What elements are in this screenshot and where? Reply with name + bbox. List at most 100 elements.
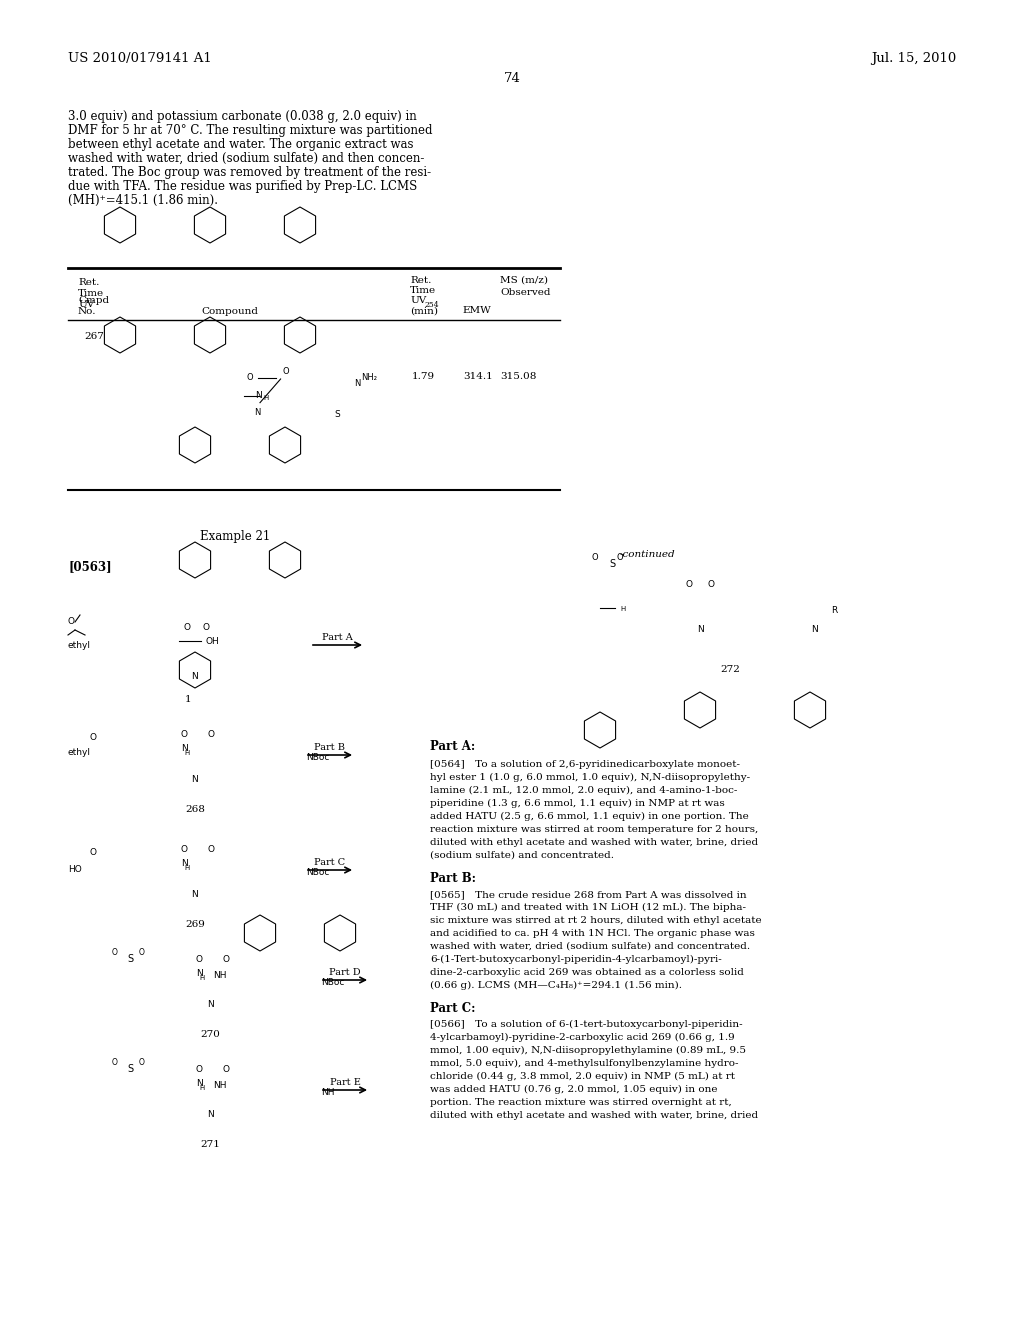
Text: washed with water, dried (sodium sulfate) and concentrated.: washed with water, dried (sodium sulfate… <box>430 942 751 950</box>
Text: O: O <box>222 954 229 964</box>
Text: H: H <box>184 750 189 756</box>
Text: 254: 254 <box>424 301 438 309</box>
Text: N: N <box>207 1110 213 1119</box>
Text: [0566] To a solution of 6-(1-tert-butoxycarbonyl-piperidin-: [0566] To a solution of 6-(1-tert-butoxy… <box>430 1020 742 1030</box>
Text: UV: UV <box>78 300 94 309</box>
Text: OH: OH <box>206 636 219 645</box>
Text: NH₂: NH₂ <box>361 374 378 383</box>
Text: N: N <box>181 859 188 869</box>
Text: O: O <box>184 623 190 631</box>
Text: Part D: Part D <box>329 968 360 977</box>
Text: O: O <box>181 730 188 739</box>
Text: [0565] The crude residue 268 from Part A was dissolved in: [0565] The crude residue 268 from Part A… <box>430 890 746 899</box>
Text: N: N <box>207 1001 213 1008</box>
Text: [0564] To a solution of 2,6-pyridinedicarboxylate monoet-: [0564] To a solution of 2,6-pyridinedica… <box>430 760 740 770</box>
Text: MS (m/z): MS (m/z) <box>500 276 548 285</box>
Text: Ret.: Ret. <box>410 276 431 285</box>
Text: between ethyl acetate and water. The organic extract was: between ethyl acetate and water. The org… <box>68 139 414 150</box>
Text: 6-(1-Tert-butoxycarbonyl-piperidin-4-ylcarbamoyl)-pyri-: 6-(1-Tert-butoxycarbonyl-piperidin-4-ylc… <box>430 954 722 964</box>
Text: O: O <box>202 623 209 631</box>
Text: -continued: -continued <box>620 550 676 558</box>
Text: Part A: Part A <box>323 634 353 642</box>
Text: trated. The Boc group was removed by treatment of the resi-: trated. The Boc group was removed by tre… <box>68 166 431 180</box>
Text: 314.1: 314.1 <box>463 372 493 381</box>
Text: Part E: Part E <box>330 1078 360 1086</box>
Text: O: O <box>686 579 693 589</box>
Text: S: S <box>334 411 340 418</box>
Text: S: S <box>127 1064 133 1074</box>
Text: O: O <box>196 954 203 964</box>
Text: UV: UV <box>410 296 426 305</box>
Text: washed with water, dried (sodium sulfate) and then concen-: washed with water, dried (sodium sulfate… <box>68 152 424 165</box>
Text: Example 21: Example 21 <box>200 531 270 543</box>
Text: H: H <box>263 395 268 401</box>
Text: R: R <box>830 606 838 615</box>
Text: N: N <box>254 408 260 417</box>
Text: O: O <box>181 845 188 854</box>
Text: [0563]: [0563] <box>68 560 112 573</box>
Text: 4-ylcarbamoyl)-pyridine-2-carboxylic acid 269 (0.66 g, 1.9: 4-ylcarbamoyl)-pyridine-2-carboxylic aci… <box>430 1034 735 1041</box>
Text: O: O <box>207 730 214 739</box>
Text: Time: Time <box>410 286 436 294</box>
Text: N: N <box>181 744 188 752</box>
Text: N: N <box>191 672 199 681</box>
Text: O: O <box>90 847 97 857</box>
Text: S: S <box>609 558 615 569</box>
Text: 74: 74 <box>504 73 520 84</box>
Text: diluted with ethyl acetate and washed with water, brine, dried: diluted with ethyl acetate and washed wi… <box>430 838 758 847</box>
Text: N: N <box>696 624 703 634</box>
Text: lamine (2.1 mL, 12.0 mmol, 2.0 equiv), and 4-amino-1-boc-: lamine (2.1 mL, 12.0 mmol, 2.0 equiv), a… <box>430 785 737 795</box>
Text: O: O <box>90 733 97 742</box>
Text: O: O <box>207 845 214 854</box>
Text: O: O <box>283 367 289 376</box>
Text: H: H <box>200 1085 205 1092</box>
Text: hyl ester 1 (1.0 g, 6.0 mmol, 1.0 equiv), N,N-diisopropylethy-: hyl ester 1 (1.0 g, 6.0 mmol, 1.0 equiv)… <box>430 774 751 783</box>
Text: 268: 268 <box>185 805 205 814</box>
Text: Ret.: Ret. <box>78 279 99 286</box>
Text: (min): (min) <box>410 308 438 315</box>
Text: was added HATU (0.76 g, 2.0 mmol, 1.05 equiv) in one: was added HATU (0.76 g, 2.0 mmol, 1.05 e… <box>430 1085 718 1094</box>
Text: N: N <box>354 379 360 388</box>
Text: dine-2-carboxylic acid 269 was obtained as a colorless solid: dine-2-carboxylic acid 269 was obtained … <box>430 968 743 977</box>
Text: H: H <box>184 865 189 871</box>
Text: O: O <box>222 1065 229 1074</box>
Text: mmol, 5.0 equiv), and 4-methylsulfonylbenzylamine hydro-: mmol, 5.0 equiv), and 4-methylsulfonylbe… <box>430 1059 738 1068</box>
Text: O: O <box>708 579 714 589</box>
Text: Part C: Part C <box>314 858 345 867</box>
Text: Observed: Observed <box>500 288 551 297</box>
Text: and acidified to ca. pH 4 with 1N HCl. The organic phase was: and acidified to ca. pH 4 with 1N HCl. T… <box>430 929 755 939</box>
Text: Time: Time <box>78 289 104 298</box>
Text: NH: NH <box>214 1081 227 1090</box>
Text: 1.79: 1.79 <box>412 372 435 381</box>
Text: 270: 270 <box>200 1030 220 1039</box>
Text: (0.66 g). LCMS (MH—C₄H₈)⁺=294.1 (1.56 min).: (0.66 g). LCMS (MH—C₄H₈)⁺=294.1 (1.56 mi… <box>430 981 682 990</box>
Text: NH: NH <box>214 972 227 979</box>
Text: sic mixture was stirred at rt 2 hours, diluted with ethyl acetate: sic mixture was stirred at rt 2 hours, d… <box>430 916 762 925</box>
Text: portion. The reaction mixture was stirred overnight at rt,: portion. The reaction mixture was stirre… <box>430 1098 732 1107</box>
Text: Cmpd: Cmpd <box>78 296 110 305</box>
Text: N: N <box>191 775 199 784</box>
Text: added HATU (2.5 g, 6.6 mmol, 1.1 equiv) in one portion. The: added HATU (2.5 g, 6.6 mmol, 1.1 equiv) … <box>430 812 749 821</box>
Text: ethyl: ethyl <box>68 748 91 756</box>
Text: 267: 267 <box>84 333 103 341</box>
Text: NBoc: NBoc <box>321 978 344 987</box>
Text: US 2010/0179141 A1: US 2010/0179141 A1 <box>68 51 212 65</box>
Text: 1: 1 <box>185 696 191 704</box>
Text: (MH)⁺=415.1 (1.86 min).: (MH)⁺=415.1 (1.86 min). <box>68 194 218 207</box>
Text: N: N <box>812 624 818 634</box>
Text: H: H <box>200 975 205 981</box>
Text: THF (30 mL) and treated with 1N LiOH (12 mL). The bipha-: THF (30 mL) and treated with 1N LiOH (12… <box>430 903 746 912</box>
Text: Compound: Compound <box>202 308 258 315</box>
Text: HO: HO <box>68 865 82 874</box>
Text: 272: 272 <box>720 665 740 675</box>
Text: 271: 271 <box>200 1140 220 1148</box>
Text: due with TFA. The residue was purified by Prep-LC. LCMS: due with TFA. The residue was purified b… <box>68 180 417 193</box>
Text: mmol, 1.00 equiv), N,N-diisopropylethylamine (0.89 mL, 9.5: mmol, 1.00 equiv), N,N-diisopropylethyla… <box>430 1045 746 1055</box>
Text: O: O <box>139 1059 145 1067</box>
Text: O: O <box>247 374 253 383</box>
Text: O: O <box>196 1065 203 1074</box>
Text: 269: 269 <box>185 920 205 929</box>
Text: N: N <box>197 1078 203 1088</box>
Text: N: N <box>191 890 199 899</box>
Text: diluted with ethyl acetate and washed with water, brine, dried: diluted with ethyl acetate and washed wi… <box>430 1111 758 1119</box>
